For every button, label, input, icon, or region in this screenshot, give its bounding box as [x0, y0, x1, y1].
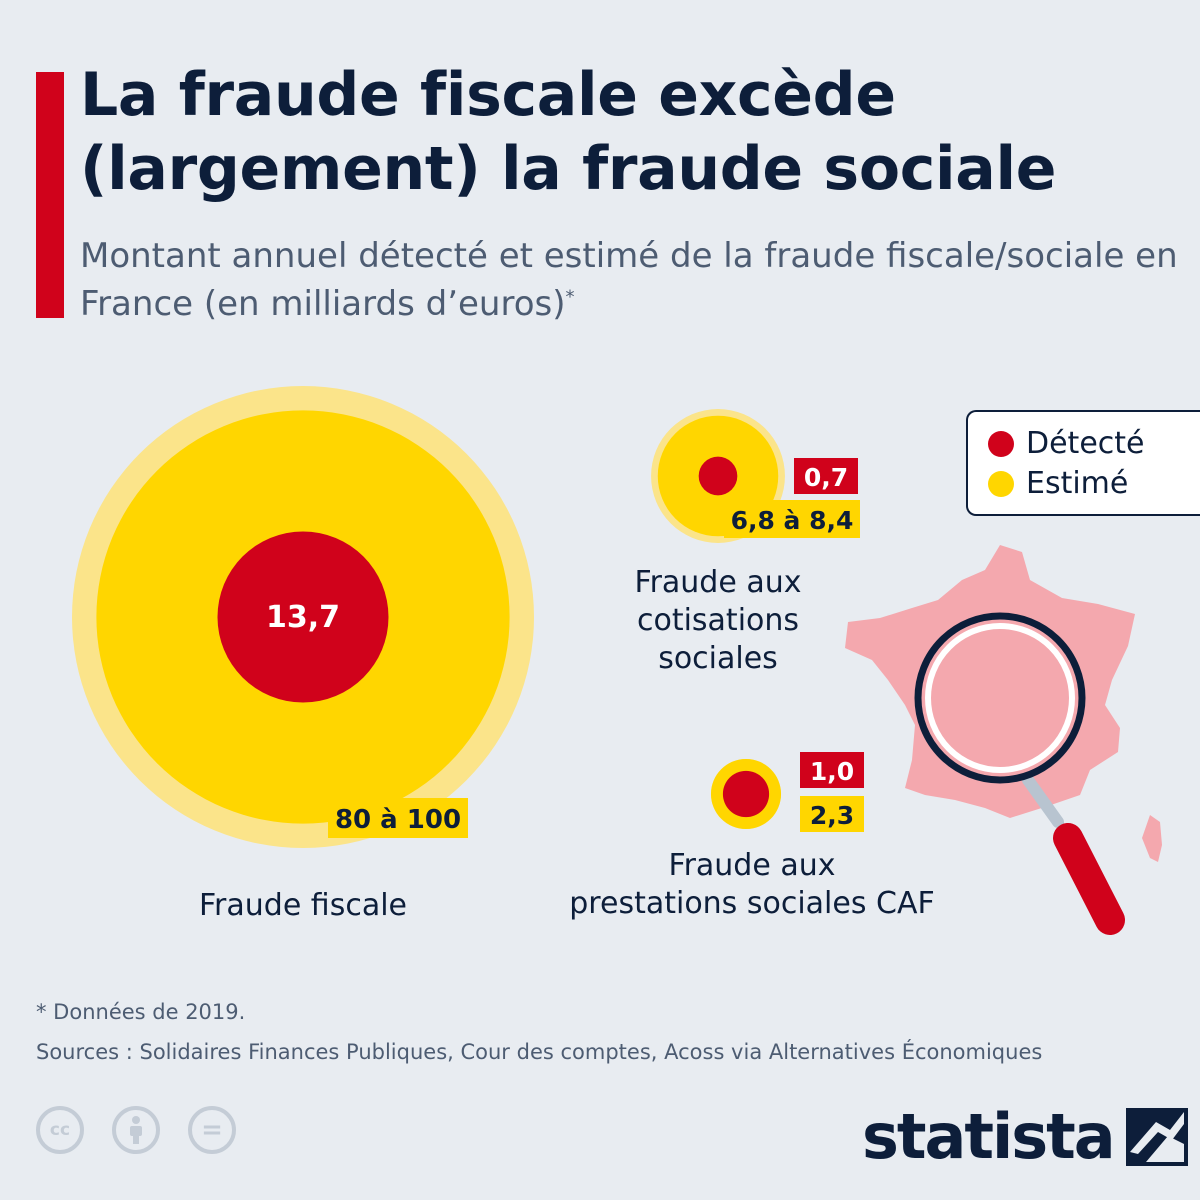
- category-label: prestations sociales CAF: [569, 886, 934, 921]
- brand-wordmark: statista: [862, 1100, 1116, 1173]
- subtitle-text: Montant annuel détecté et estimé de la f…: [80, 236, 1178, 324]
- accent-bar: [36, 72, 64, 318]
- bubbles-layer: 13,7 80 à 100 Fraude fiscale 0,7 6,8 à 8,4 Fr…: [72, 386, 935, 923]
- estimated-value-tag: [328, 798, 468, 838]
- sources: Sources : Solidaires Finances Publiques,…: [36, 1040, 1043, 1064]
- category-label: Fraude fiscale: [199, 888, 407, 923]
- legend-item-detected: Détecté: [988, 426, 1145, 461]
- page-title: La fraude fiscale excède (largement) la …: [80, 60, 1057, 204]
- estimated-value-label: 80 à 100: [335, 805, 461, 835]
- estimated-value-tag: [724, 500, 860, 538]
- detected-value-label: 0,7: [804, 463, 848, 492]
- subtitle-footnote-mark: *: [565, 286, 575, 308]
- detected-bubble: [217, 531, 389, 703]
- no-derivatives-icon: =: [188, 1106, 236, 1154]
- estimated-value-label: 2,3: [810, 801, 854, 830]
- detected-value-tag: [800, 752, 864, 788]
- legend-label-detected: Détecté: [1026, 426, 1145, 461]
- estimated-value-tag: [800, 796, 864, 832]
- france-map-illustration: [845, 545, 1162, 935]
- detected-bubble: [722, 770, 770, 818]
- footnote: * Données de 2019.: [36, 1000, 246, 1024]
- statista-logo: statista: [862, 1100, 1188, 1173]
- legend-item-estimated: Estimé: [988, 466, 1128, 501]
- detected-swatch: [988, 430, 1014, 457]
- statista-logo-icon: [1125, 1107, 1188, 1166]
- category-label: cotisations: [637, 603, 799, 638]
- category-label: sociales: [658, 641, 778, 676]
- corsica-shape: [1142, 815, 1162, 862]
- estimated-value-label: 6,8 à 8,4: [731, 506, 854, 535]
- category-label: Fraude aux: [669, 848, 836, 883]
- magnifier-icon: [914, 612, 1125, 935]
- person-glyph: [130, 1116, 142, 1144]
- detected-value-tag: [794, 458, 858, 494]
- cc-icon: cc: [36, 1106, 84, 1154]
- detected-bubble: [698, 456, 738, 496]
- category-label: Fraude aux: [635, 565, 802, 600]
- page-subtitle: Montant annuel détecté et estimé de la f…: [80, 232, 1180, 328]
- attribution-icon: [112, 1106, 160, 1154]
- detected-value-label: 13,7: [266, 600, 340, 635]
- legend: Détecté Estimé: [966, 410, 1200, 516]
- license-icons: cc =: [36, 1106, 236, 1154]
- estimated-swatch: [988, 470, 1014, 497]
- legend-label-estimated: Estimé: [1026, 466, 1129, 501]
- detected-value-label: 1,0: [810, 757, 854, 786]
